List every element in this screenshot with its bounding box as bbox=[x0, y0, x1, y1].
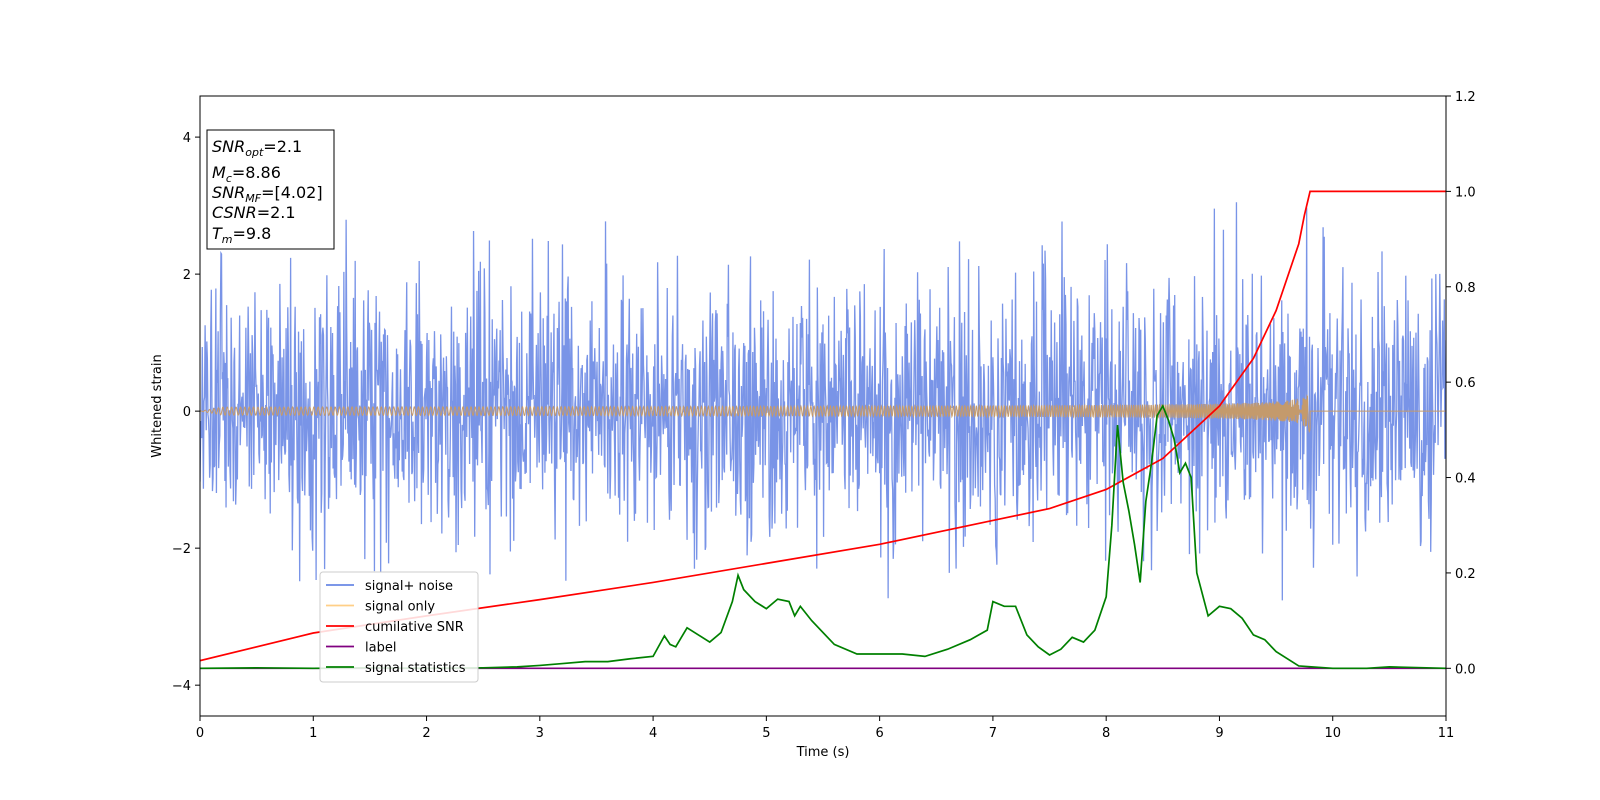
y2-tick-label-3: 0.6 bbox=[1455, 376, 1476, 391]
plot-frame bbox=[199, 95, 1447, 717]
series-signal-only bbox=[200, 394, 1446, 434]
x-tick-label-1: 1 bbox=[309, 726, 317, 741]
x-axis: 0 1 2 3 4 5 6 7 8 9 10 11 bbox=[196, 716, 1454, 741]
x-tick-label-0: 0 bbox=[196, 726, 204, 741]
series-signal-noise bbox=[200, 202, 1446, 601]
y-tick-label-2: 0 bbox=[183, 405, 191, 420]
legend-label-signal-noise: signal+ noise bbox=[365, 579, 453, 594]
y2-tick-label-6: 1.2 bbox=[1455, 90, 1476, 105]
info-mc: Mc=8.86 bbox=[212, 163, 281, 185]
info-box: SNRopt=2.1 Mc=8.86 SNRMF=[4.02] CSNR=2.1… bbox=[206, 129, 335, 250]
y2-tick-label-4: 0.8 bbox=[1455, 281, 1476, 296]
y-tick-label-3: 2 bbox=[183, 268, 191, 283]
y-axis-left: −4 −2 0 2 4 bbox=[172, 131, 200, 694]
x-tick-label-3: 3 bbox=[536, 726, 544, 741]
x-tick-label-10: 10 bbox=[1324, 726, 1341, 741]
x-tick-label-2: 2 bbox=[422, 726, 430, 741]
y2-tick-label-5: 1.0 bbox=[1455, 185, 1476, 200]
legend-frame bbox=[319, 571, 479, 683]
legend: signal+ noise signal only cumilative SNR la… bbox=[319, 571, 479, 683]
y-tick-label-1: −2 bbox=[172, 542, 191, 557]
series-signal-statistics bbox=[200, 404, 1446, 670]
legend-label-signal-statistics: signal statistics bbox=[365, 661, 466, 676]
y-tick-label-4: 4 bbox=[183, 131, 191, 146]
y2-tick-label-1: 0.2 bbox=[1455, 567, 1476, 582]
y-axis-label: Whitened strain bbox=[150, 354, 165, 457]
y2-tick-label-2: 0.4 bbox=[1455, 472, 1476, 487]
y-axis-right: 0.0 0.2 0.4 0.6 0.8 1.0 1.2 bbox=[1446, 90, 1476, 677]
x-tick-label-4: 4 bbox=[649, 726, 657, 741]
y2-tick-label-0: 0.0 bbox=[1455, 662, 1476, 677]
info-tm: Tm=9.8 bbox=[212, 224, 271, 246]
x-axis-label: Time (s) bbox=[796, 745, 850, 760]
x-tick-label-6: 6 bbox=[875, 726, 883, 741]
x-tick-label-9: 9 bbox=[1215, 726, 1223, 741]
x-tick-label-7: 7 bbox=[989, 726, 997, 741]
y-tick-label-0: −4 bbox=[172, 679, 191, 694]
legend-label-label: label bbox=[365, 641, 396, 656]
info-csnr: CSNR=2.1 bbox=[212, 203, 296, 222]
x-tick-label-8: 8 bbox=[1102, 726, 1110, 741]
legend-label-signal-only: signal only bbox=[365, 600, 435, 615]
series-cumilative-snr bbox=[200, 190, 1446, 662]
info-snr-mf: SNRMF=[4.02] bbox=[212, 183, 323, 205]
info-snr-opt: SNRopt=2.1 bbox=[212, 137, 302, 159]
legend-label-cumilative-snr: cumilative SNR bbox=[365, 620, 464, 635]
x-tick-label-5: 5 bbox=[762, 726, 770, 741]
info-box-frame bbox=[206, 129, 335, 250]
x-tick-label-11: 11 bbox=[1438, 726, 1455, 741]
